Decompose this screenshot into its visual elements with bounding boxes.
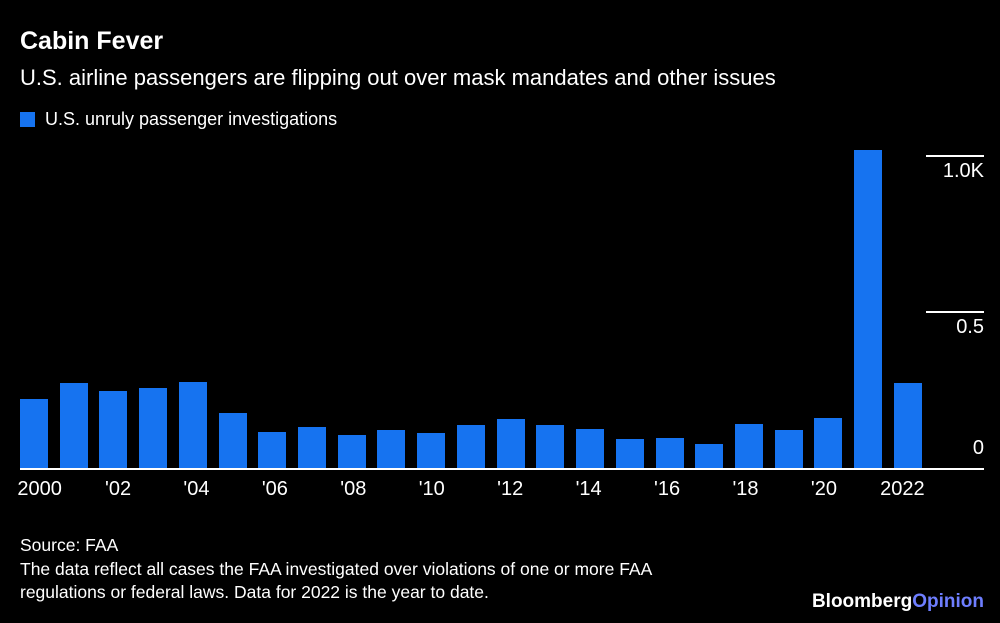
- bloomberg-opinion-logo: BloombergOpinion: [812, 591, 984, 613]
- x-tick-label-18: '18: [732, 477, 759, 500]
- legend-label: U.S. unruly passenger investigations: [45, 109, 338, 129]
- bar-2009: [377, 430, 406, 468]
- bar-2014: [576, 428, 605, 468]
- page-title: Cabin Fever: [20, 27, 164, 55]
- bar-2005: [218, 412, 247, 468]
- x-tick-label-06: '06: [261, 477, 288, 500]
- y-tick-label: 0.5: [956, 315, 984, 338]
- bar-2001: [59, 383, 88, 468]
- chart-subtitle: U.S. airline passengers are flipping out…: [20, 65, 776, 90]
- x-axis-labels: 2000 '02 '04 '06 '08 '10 '12 '14 '16 '18 '20 2022: [17, 470, 925, 504]
- bar-2015: [615, 439, 644, 468]
- logo-opinion: Opinion: [912, 591, 984, 612]
- y-tickmark-line: [926, 154, 984, 157]
- bar-2020: [814, 417, 843, 468]
- bar-2008: [337, 434, 366, 468]
- legend-swatch-icon: [20, 112, 35, 127]
- bar-2012: [496, 419, 525, 468]
- bar-2004: [178, 381, 207, 468]
- x-tick-label-20: '20: [810, 477, 837, 500]
- logo-bloomberg: Bloomberg: [811, 591, 913, 612]
- x-tick-label-14: '14: [575, 477, 602, 500]
- y-tick-label: 0: [972, 436, 984, 459]
- x-tick-label-2022: 2022: [880, 477, 925, 500]
- footer: Source: FAA The data reflect all cases t…: [20, 534, 984, 604]
- source-note: Source: FAA: [20, 534, 119, 555]
- x-tick-label-04: '04: [183, 477, 210, 500]
- bar-2019: [774, 430, 803, 468]
- plot-area: 1.0K 0.5 0: [20, 144, 984, 470]
- bar-2022: [893, 383, 922, 468]
- bar-2018: [734, 423, 763, 468]
- x-tick-label-02: '02: [105, 477, 132, 500]
- bar-2011: [456, 425, 485, 468]
- bar-2017: [695, 444, 724, 468]
- bar-2003: [139, 388, 168, 468]
- y-axis: 1.0K 0.5 0: [922, 144, 984, 468]
- legend: U.S. unruly passenger investigations: [20, 109, 984, 130]
- footnote-line-2: regulations or federal laws. Data for 20…: [20, 582, 489, 602]
- x-tick-label-2000: 2000: [17, 477, 62, 500]
- bar-2000: [20, 398, 48, 468]
- x-tick-label-08: '08: [340, 477, 367, 500]
- x-tick-label-10: '10: [418, 477, 445, 500]
- bar-2010: [417, 433, 446, 468]
- bar-2002: [99, 391, 128, 468]
- bar-2013: [536, 425, 565, 468]
- y-tick-label: 1.0K: [942, 159, 984, 182]
- footnote-line-1: The data reflect all cases the FAA inves…: [20, 559, 653, 580]
- bar-2016: [655, 437, 684, 468]
- bar-series: [20, 144, 922, 468]
- bar-2006: [258, 431, 287, 468]
- x-tick-label-16: '16: [654, 477, 681, 500]
- bar-2021: [854, 149, 883, 468]
- y-tickmark-line: [926, 310, 984, 313]
- x-tick-label-12: '12: [497, 477, 524, 500]
- bar-2007: [298, 427, 327, 468]
